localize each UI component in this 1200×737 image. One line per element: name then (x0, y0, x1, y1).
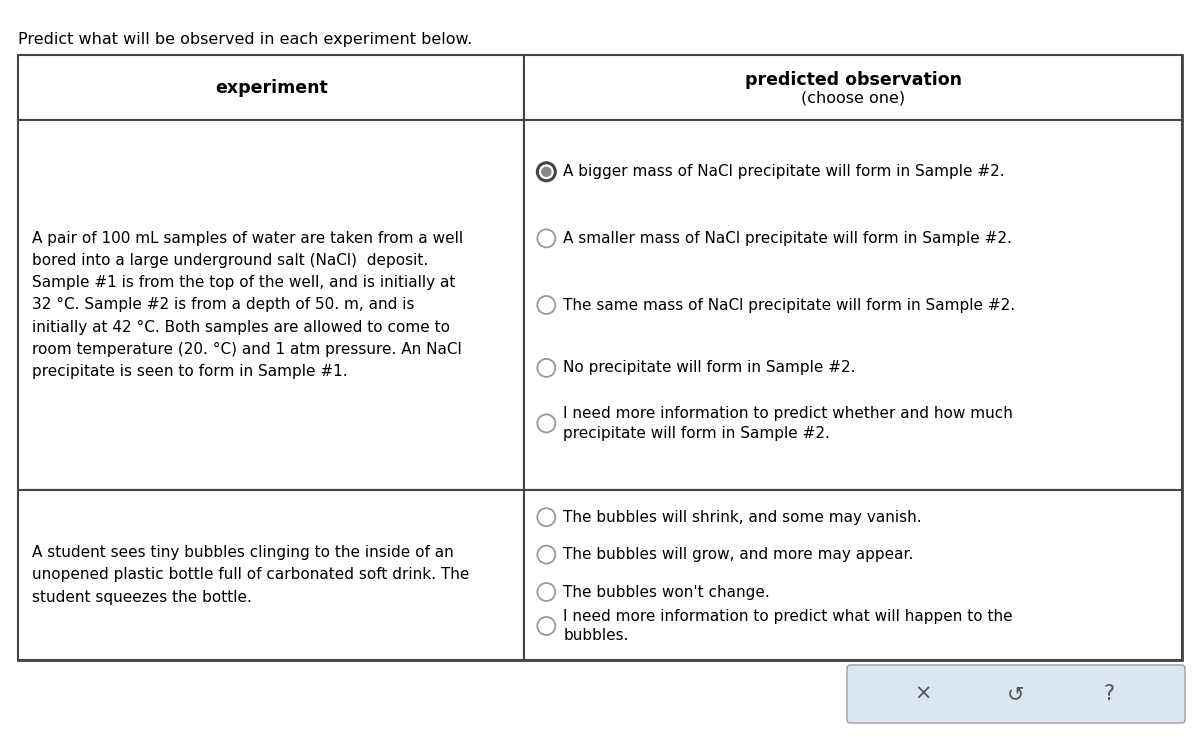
Bar (18, 55, 524, 120)
Bar (18, 55, 1182, 660)
Text: (choose one): (choose one) (802, 90, 905, 105)
Text: ↺: ↺ (1007, 684, 1025, 704)
Text: Predict what will be observed in each experiment below.: Predict what will be observed in each ex… (18, 32, 473, 47)
Bar (18, 490, 524, 660)
Text: The bubbles won't change.: The bubbles won't change. (563, 584, 770, 599)
Text: A pair of 100 mL samples of water are taken from a well
bored into a large under: A pair of 100 mL samples of water are ta… (32, 231, 463, 379)
Circle shape (538, 163, 556, 181)
Bar (524, 490, 1182, 660)
Circle shape (538, 617, 556, 635)
Circle shape (538, 583, 556, 601)
Text: ×: × (914, 684, 931, 704)
Bar (524, 120, 1182, 490)
Circle shape (542, 167, 551, 176)
Circle shape (538, 509, 556, 526)
Bar (524, 55, 1182, 120)
Text: I need more information to predict whether and how much
precipitate will form in: I need more information to predict wheth… (563, 406, 1013, 441)
FancyBboxPatch shape (847, 665, 1186, 723)
Text: ?: ? (1103, 684, 1115, 704)
Text: I need more information to predict what will happen to the
bubbles.: I need more information to predict what … (563, 609, 1013, 643)
Text: The bubbles will grow, and more may appear.: The bubbles will grow, and more may appe… (563, 547, 913, 562)
Text: A student sees tiny bubbles clinging to the inside of an
unopened plastic bottle: A student sees tiny bubbles clinging to … (32, 545, 469, 604)
Text: The bubbles will shrink, and some may vanish.: The bubbles will shrink, and some may va… (563, 510, 922, 525)
Text: experiment: experiment (215, 79, 328, 97)
Circle shape (538, 296, 556, 314)
Text: The same mass of NaCl precipitate will form in Sample #2.: The same mass of NaCl precipitate will f… (563, 298, 1015, 312)
Text: No precipitate will form in Sample #2.: No precipitate will form in Sample #2. (563, 360, 856, 375)
Text: predicted observation: predicted observation (745, 71, 961, 88)
Circle shape (538, 414, 556, 433)
Text: A bigger mass of NaCl precipitate will form in Sample #2.: A bigger mass of NaCl precipitate will f… (563, 164, 1004, 179)
Circle shape (538, 359, 556, 377)
Circle shape (538, 229, 556, 248)
Bar (18, 120, 524, 490)
Circle shape (538, 545, 556, 564)
Text: A smaller mass of NaCl precipitate will form in Sample #2.: A smaller mass of NaCl precipitate will … (563, 231, 1013, 246)
